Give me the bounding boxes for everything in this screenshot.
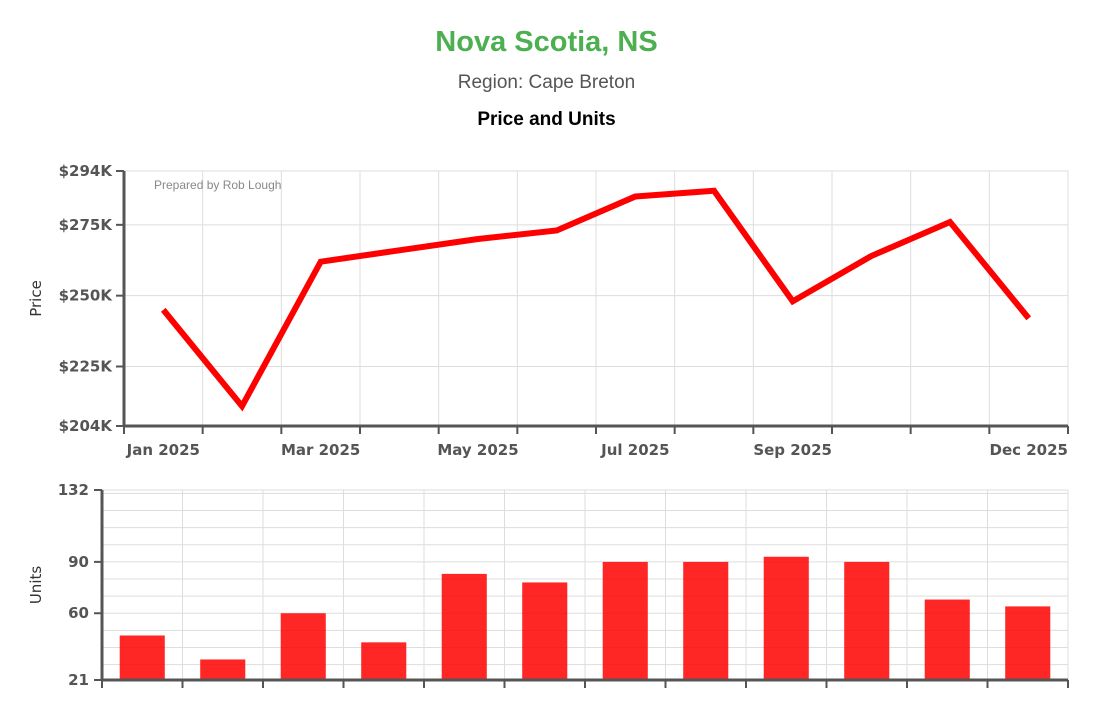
units-bar <box>683 561 729 680</box>
price-x-tick-label: Dec 2025 <box>990 441 1069 459</box>
price-x-tick-label: Jan 2025 <box>126 441 200 459</box>
price-y-tick-label: $225K <box>59 358 114 376</box>
prepared-by-note: Prepared by Rob Lough <box>154 178 281 192</box>
units-bar <box>763 556 809 680</box>
units-bar <box>361 642 407 680</box>
price-y-axis-label: Price <box>27 280 45 317</box>
units-bar <box>844 561 890 680</box>
region-subtitle: Region: Cape Breton <box>457 72 636 93</box>
price-x-tick-label: May 2025 <box>437 441 518 459</box>
units-bar <box>441 573 487 680</box>
units-bar <box>119 635 165 680</box>
chart-title: Price and Units <box>477 109 616 130</box>
price-x-tick-label: Mar 2025 <box>281 441 360 459</box>
units-panel: 21 60 90 132 Units <box>27 481 1069 689</box>
price-y-tick-label: $275K <box>59 216 114 234</box>
price-y-tick-label: $250K <box>59 287 114 305</box>
units-bar <box>280 613 326 680</box>
units-bar <box>1005 606 1051 680</box>
price-panel: $204K $225K $250K $275K $294K Jan 2025 Mar 202… <box>27 162 1069 459</box>
units-bar <box>924 599 970 680</box>
units-bar <box>522 582 568 680</box>
units-y-tick-label: 132 <box>58 481 89 499</box>
price-series-line <box>160 187 1032 412</box>
price-y-tick-label: $294K <box>59 162 114 180</box>
price-x-tick-label: Jul 2025 <box>600 441 669 459</box>
units-y-tick-label: 90 <box>68 553 89 571</box>
units-bar <box>200 659 246 680</box>
units-bar <box>602 561 648 680</box>
price-y-tick-label: $204K <box>59 417 114 435</box>
page-title: Nova Scotia, NS <box>435 26 658 58</box>
units-y-axis-label: Units <box>27 566 45 605</box>
price-x-tick-label: Sep 2025 <box>753 441 832 459</box>
units-y-tick-label: 21 <box>68 671 89 689</box>
units-y-tick-label: 60 <box>68 604 89 622</box>
